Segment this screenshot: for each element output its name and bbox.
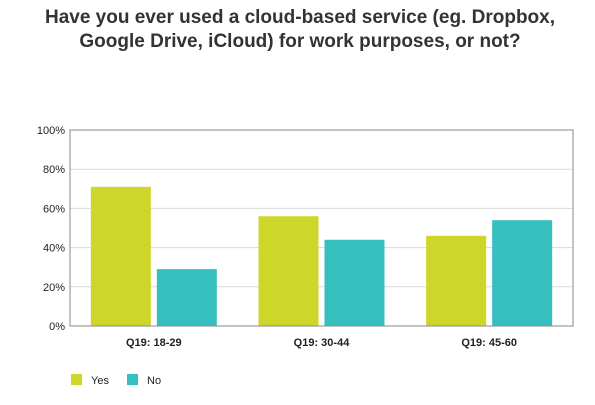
y-tick-label: 80% [43, 164, 65, 176]
bar-yes-0 [90, 186, 151, 326]
legend-swatch-yes [71, 374, 82, 385]
y-tick-label: 100% [37, 125, 65, 137]
y-axis-ticks: 0% 20% 40% 60% 80% 100% [37, 125, 65, 333]
y-tick-label: 0% [49, 321, 65, 333]
legend-label-yes: Yes [91, 375, 109, 387]
x-axis-categories: Q19: 18-29 Q19: 30-44 Q19: 45-60 [126, 337, 517, 349]
legend-swatch-no [127, 374, 138, 385]
chart-title: Have you ever used a cloud-based service… [44, 7, 555, 52]
y-tick-label: 20% [43, 282, 65, 294]
y-tick-label: 60% [43, 203, 65, 215]
bar-no-1 [324, 239, 385, 326]
bar-yes-2 [426, 235, 487, 326]
legend-label-no: No [147, 375, 161, 387]
y-tick-label: 40% [43, 243, 65, 255]
legend: Yes No [71, 374, 161, 387]
bars [90, 186, 553, 326]
bar-no-2 [492, 220, 553, 326]
plot-frame [69, 129, 574, 327]
category-label: Q19: 30-44 [294, 337, 351, 349]
category-label: Q19: 18-29 [126, 337, 182, 349]
bar-yes-1 [258, 216, 319, 326]
bar-no-0 [156, 269, 217, 326]
category-label: Q19: 45-60 [461, 337, 517, 349]
